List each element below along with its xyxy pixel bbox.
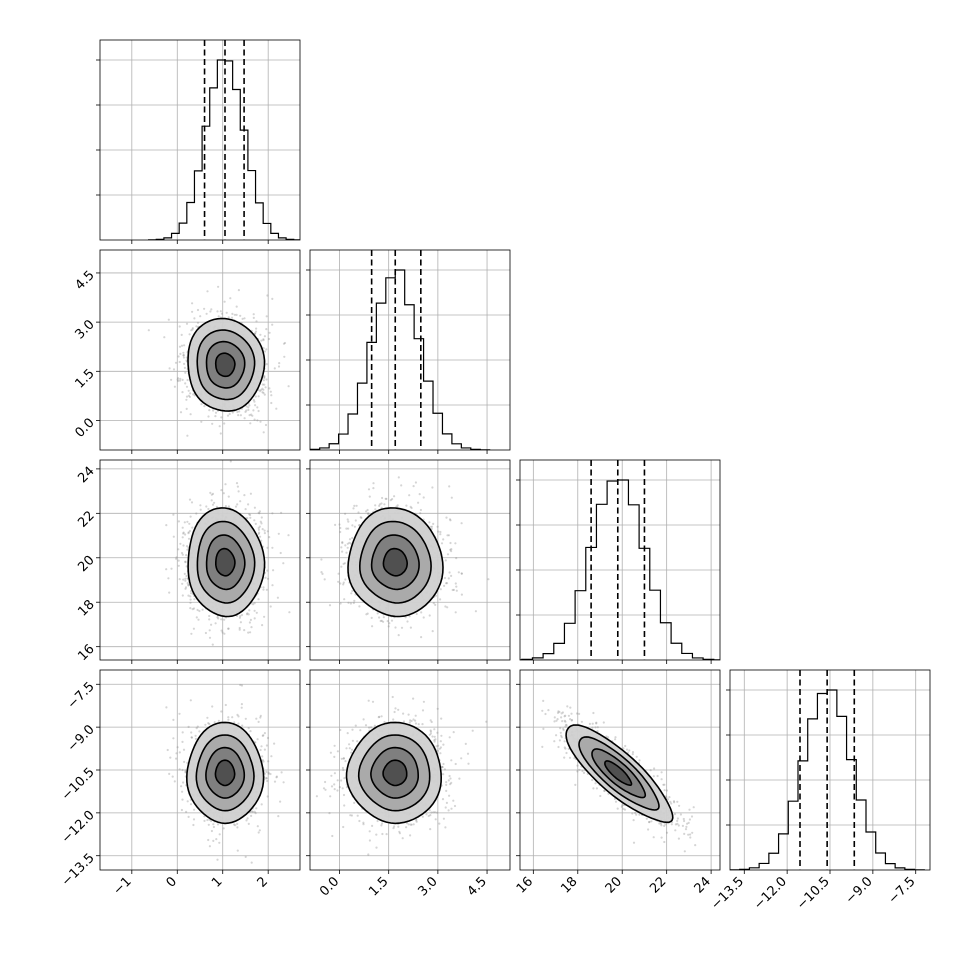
density-core-1-0 xyxy=(187,317,266,412)
scatter-panel-2-0: 16 18 20 22 24 xyxy=(75,459,301,664)
x-tick-label-3-3: −9.0 xyxy=(843,874,876,907)
contour-3-2-1 xyxy=(591,748,647,799)
contour-3-1-1 xyxy=(370,746,420,799)
y-tick-label-3-4: −7.5 xyxy=(65,679,98,712)
contour-3-0-3 xyxy=(185,721,265,825)
panel-frame-3-3 xyxy=(729,669,931,871)
x-tick-label-1-2: 3.0 xyxy=(415,874,440,899)
contour-2-0-1 xyxy=(205,534,246,591)
y-tick-label-2-2: 20 xyxy=(75,553,97,575)
contour-1-0-2 xyxy=(196,329,256,401)
hist-panel-1 xyxy=(306,249,511,454)
contour-3-2-3 xyxy=(565,724,674,824)
x-tick-label-0-1: 0 xyxy=(164,874,180,890)
panel-frame-1-0 xyxy=(99,249,301,451)
x-tick-label-3-2: −10.5 xyxy=(794,874,833,913)
contour-3-0-1 xyxy=(205,746,246,799)
panel-frame-3-2 xyxy=(519,669,721,871)
density-core-3-1 xyxy=(345,721,443,825)
contour-3-2-2 xyxy=(578,736,660,811)
y-tick-label-1-1: 1.5 xyxy=(72,366,97,391)
scatter-panel-3-0: −13.5 −12.0 −10.5 −9.0 −7.5 −1 0 1 2 xyxy=(59,669,301,898)
y-tick-label-2-3: 22 xyxy=(75,508,97,530)
hist-panel-3: −13.5 −12.0 −10.5 −9.0 −7.5 xyxy=(708,669,931,913)
contour-3-0-2 xyxy=(195,734,255,812)
contour-2-1-1 xyxy=(370,534,420,591)
scatter-panel-2-1 xyxy=(306,459,511,664)
x-tick-label-3-1: −12.0 xyxy=(751,874,790,913)
y-tick-label-1-0: 0.0 xyxy=(72,416,97,441)
contour-2-0-2 xyxy=(196,520,256,604)
scatter-panel-3-1: 0.0 1.5 3.0 4.5 xyxy=(306,669,511,899)
panel-frame-2-1 xyxy=(309,459,511,661)
hist-panel-0 xyxy=(96,39,301,244)
x-tick-label-1-3: 4.5 xyxy=(465,874,490,899)
contour-1-0-0 xyxy=(214,352,236,378)
x-tick-label-0-2: 1 xyxy=(209,874,225,890)
y-tick-label-2-4: 24 xyxy=(75,464,97,486)
x-tick-label-2-2: 20 xyxy=(603,874,625,896)
contour-3-1-3 xyxy=(345,721,443,825)
panel-frame-1-1 xyxy=(309,249,511,451)
x-tick-label-2-0: 16 xyxy=(514,874,536,896)
y-tick-label-3-1: −12.0 xyxy=(59,808,98,847)
contour-2-1-2 xyxy=(358,520,432,604)
contour-2-1-0 xyxy=(382,547,409,577)
contour-3-0-0 xyxy=(214,759,236,787)
panel-frame-3-0 xyxy=(99,669,301,871)
y-tick-label-1-2: 3.0 xyxy=(72,317,97,342)
x-tick-label-0-3: 2 xyxy=(255,874,271,890)
density-core-2-1 xyxy=(347,507,444,618)
contour-1-0-3 xyxy=(187,317,266,412)
contour-2-1-3 xyxy=(347,507,444,618)
x-tick-label-0-0: −1 xyxy=(110,874,134,898)
panel-frame-0-0 xyxy=(99,39,301,241)
contour-3-2-0 xyxy=(604,760,633,787)
x-tick-label-2-1: 18 xyxy=(558,874,580,896)
y-tick-label-1-3: 4.5 xyxy=(72,268,97,293)
y-tick-label-3-0: −13.5 xyxy=(59,851,98,890)
contour-2-0-0 xyxy=(215,547,236,577)
x-tick-label-3-0: −13.5 xyxy=(708,874,747,913)
contour-2-0-3 xyxy=(187,507,266,618)
density-core-3-0 xyxy=(185,721,265,825)
x-tick-label-2-4: 24 xyxy=(692,874,714,896)
x-tick-label-1-1: 1.5 xyxy=(366,874,391,899)
y-tick-label-2-0: 16 xyxy=(75,642,97,664)
density-core-3-2 xyxy=(565,724,674,824)
contour-3-1-0 xyxy=(382,759,408,787)
y-tick-label-2-1: 18 xyxy=(75,597,97,619)
panel-frame-2-0 xyxy=(99,459,301,661)
panel-frame-2-2 xyxy=(519,459,721,661)
x-tick-label-3-4: −7.5 xyxy=(886,874,919,907)
x-tick-label-1-0: 0.0 xyxy=(317,874,342,899)
scatter-panel-1-0: 0.0 1.5 3.0 4.5 xyxy=(72,249,301,454)
contour-3-1-2 xyxy=(357,734,431,812)
y-tick-label-3-2: −10.5 xyxy=(59,765,98,804)
y-tick-label-3-3: −9.0 xyxy=(65,722,98,755)
density-core-2-0 xyxy=(187,507,266,618)
contour-1-0-1 xyxy=(205,340,246,389)
x-tick-label-2-3: 22 xyxy=(647,874,669,896)
hist-panel-2 xyxy=(516,459,721,664)
scatter-panel-3-2: 16 18 20 22 24 xyxy=(514,669,721,897)
panel-frame-3-1 xyxy=(309,669,511,871)
